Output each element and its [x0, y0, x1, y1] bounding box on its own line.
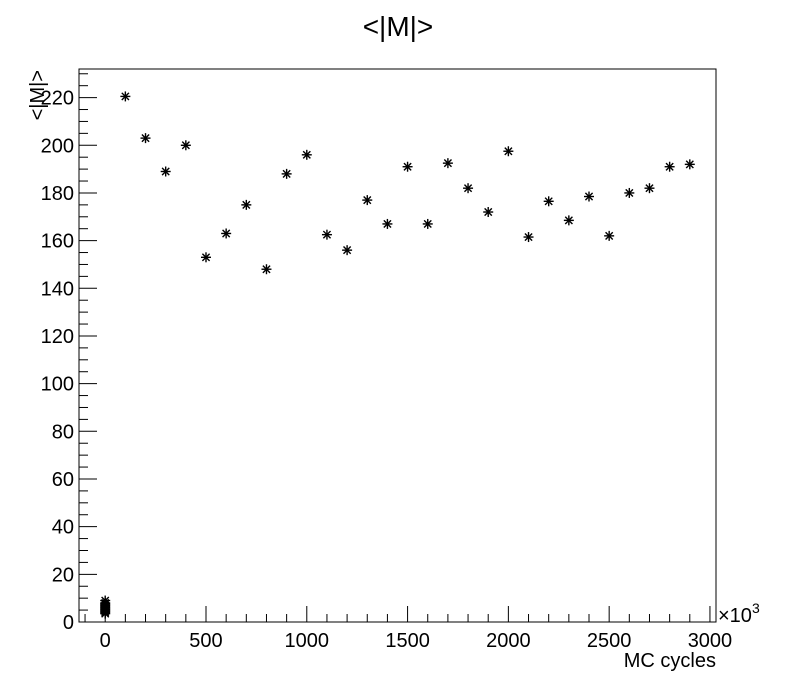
data-point [422, 218, 433, 229]
data-point [140, 133, 151, 144]
x-axis-label: MC cycles [624, 650, 716, 672]
chart-title: <|M|> [363, 11, 434, 42]
data-point [463, 183, 474, 194]
data-point [241, 199, 252, 210]
data-point [362, 195, 373, 206]
data-point [563, 215, 574, 226]
data-point [483, 207, 494, 218]
data-point [261, 264, 272, 275]
y-tick-label: 40 [52, 517, 74, 539]
y-axis: 0 20 40 60 80 100 120 140 160 180 200 220 [41, 73, 97, 634]
data-point [543, 196, 554, 207]
data-point [200, 252, 211, 263]
y-tick-label: 180 [41, 183, 74, 205]
data-point [321, 229, 332, 240]
data-point [301, 149, 312, 160]
y-tick-label: 200 [41, 135, 74, 157]
y-tick-label: 60 [52, 469, 74, 491]
data-point [221, 228, 232, 239]
x-axis: 0 500 1000 1500 2000 2500 3000 [84, 606, 733, 652]
y-tick-label: 220 [41, 88, 74, 110]
data-point [503, 146, 514, 157]
data-point [604, 230, 615, 241]
y-tick-label: 0 [63, 612, 74, 634]
data-point [442, 158, 453, 169]
data-points [100, 91, 695, 619]
data-point [402, 161, 413, 172]
y-tick-label: 120 [41, 326, 74, 348]
x-tick-label: 0 [100, 630, 111, 652]
x-tick-label: 2000 [486, 630, 531, 652]
data-point [180, 140, 191, 151]
x-axis-multiplier: ×103 [718, 600, 760, 627]
data-point [100, 608, 111, 619]
data-point [684, 159, 695, 170]
y-axis-label: <|M|> [27, 70, 49, 120]
data-point [523, 232, 534, 243]
data-point [281, 168, 292, 179]
data-point [624, 187, 635, 198]
x-tick-label: 1000 [285, 630, 330, 652]
x-tick-label: 3000 [688, 630, 733, 652]
data-point [664, 161, 675, 172]
data-point [342, 245, 353, 256]
y-tick-label: 80 [52, 421, 74, 443]
x-tick-label: 500 [189, 630, 222, 652]
x-tick-label: 1500 [385, 630, 430, 652]
y-tick-label: 140 [41, 278, 74, 300]
x-axis-multiplier-exponent: 3 [752, 600, 760, 616]
data-point [160, 166, 171, 177]
data-point [644, 183, 655, 194]
data-point [584, 191, 595, 202]
x-tick-label: 2500 [587, 630, 632, 652]
y-tick-label: 20 [52, 564, 74, 586]
data-point [120, 91, 131, 102]
y-tick-label: 160 [41, 231, 74, 253]
x-axis-multiplier-base: ×10 [718, 605, 752, 627]
y-tick-label: 100 [41, 374, 74, 396]
plot-frame [78, 68, 717, 623]
data-point [382, 218, 393, 229]
